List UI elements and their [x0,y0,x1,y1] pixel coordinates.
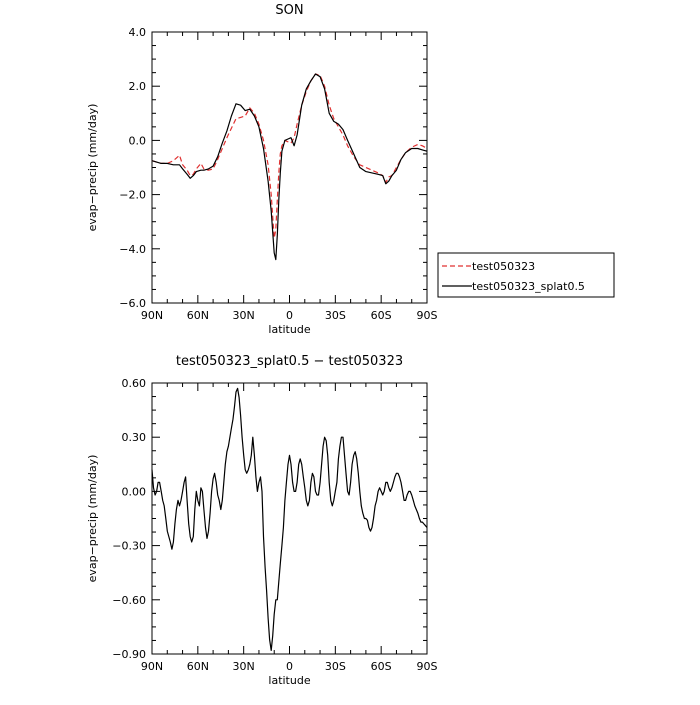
x-tick-label: 30S [325,660,346,673]
y-axis-title: evap−precip (mm/day) [86,104,99,232]
x-tick-label: 30S [325,309,346,322]
series-line-1 [151,73,428,239]
y-tick-label: 0.00 [122,485,147,498]
x-tick-label: 60S [371,660,392,673]
x-tick-label: 60N [187,309,209,322]
x-tick-label: 30N [233,660,255,673]
series-line-1 [151,387,428,651]
chart-title: SON [275,3,303,18]
x-tick-label: 60S [371,309,392,322]
y-tick-label: −0.90 [112,648,146,661]
x-axis-title: latitude [268,674,310,687]
y-tick-label: −2.0 [119,189,146,202]
legend-label-2: test050323_splat0.5 [472,280,585,293]
legend-box [437,252,615,298]
plot-frame [151,382,428,655]
y-tick-label: 0.60 [122,377,147,390]
y-tick-label: −0.30 [112,540,146,553]
x-tick-label: 90S [417,309,438,322]
series-line-2 [151,73,428,261]
y-axis-title: evap−precip (mm/day) [86,455,99,583]
y-tick-label: −0.60 [112,594,146,607]
x-tick-label: 0 [286,660,293,673]
legend: test050323 test050323_splat0.5 [437,252,615,298]
x-tick-label: 30N [233,309,255,322]
x-tick-label: 90N [141,309,163,322]
x-axis-title: latitude [268,323,310,336]
x-tick-label: 90N [141,660,163,673]
x-tick-label: 90S [417,660,438,673]
y-tick-label: 2.0 [129,80,147,93]
y-tick-label: −4.0 [119,243,146,256]
y-tick-label: 0.0 [129,134,147,147]
x-tick-label: 0 [286,309,293,322]
x-tick-label: 60N [187,660,209,673]
y-tick-label: −6.0 [119,297,146,310]
chart-title: test050323_splat0.5 − test050323 [176,354,403,369]
y-tick-label: 4.0 [129,26,147,39]
y-tick-label: 0.30 [122,431,147,444]
legend-label-1: test050323 [472,260,535,273]
plot-frame [151,31,428,304]
